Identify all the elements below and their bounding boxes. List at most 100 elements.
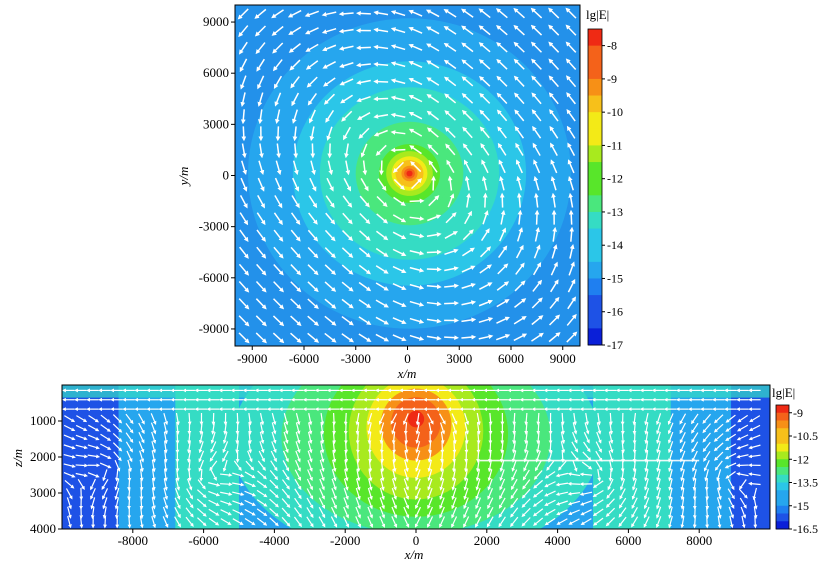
top-vector-271 — [462, 143, 473, 156]
top-vector-290 — [481, 159, 489, 174]
top-vector-257 — [443, 42, 457, 52]
bottom-vector-18 — [76, 415, 88, 423]
top-colorbar-tick-label-4: -12 — [607, 172, 623, 186]
bottom-vector-369 — [356, 469, 361, 482]
bottom-vector-115 — [151, 478, 156, 491]
top-vector-238 — [426, 26, 440, 35]
bottom-vector-34 — [88, 424, 100, 432]
bottom-vector-623 — [557, 460, 567, 471]
bottom-vector-427 — [404, 450, 409, 463]
top-vector-106 — [324, 229, 336, 242]
bottom-vector-43 — [90, 506, 95, 520]
bottom-vector-742 — [656, 450, 661, 463]
bottom-vector-396 — [379, 441, 384, 454]
top-vector-118 — [321, 27, 337, 34]
bottom-vector-785 — [691, 432, 699, 444]
bottom-vector-727 — [644, 450, 649, 463]
top-vector-328 — [516, 192, 522, 208]
top-vector-145 — [358, 247, 371, 258]
bottom-vector-342 — [331, 497, 337, 510]
bottom-vector-221 — [232, 491, 245, 496]
bottom-vector-23 — [75, 463, 89, 468]
bottom-vector-191 — [208, 490, 221, 497]
top-vector-329 — [516, 175, 523, 191]
top-vector-55 — [273, 75, 283, 90]
top-vector-12 — [241, 126, 247, 142]
top-vector-93 — [308, 109, 316, 124]
top-vector-198 — [390, 27, 406, 34]
bottom-vector-116 — [151, 487, 156, 501]
bottom-vector-678 — [608, 412, 613, 426]
top-vector-64 — [290, 264, 302, 276]
top-vector-98 — [304, 27, 319, 35]
bottom-vector-456 — [427, 441, 432, 454]
bottom-vector-355 — [343, 478, 349, 491]
bottom-vector-127 — [163, 450, 168, 463]
bottom-vector-262 — [270, 450, 277, 463]
bottom-vector-102 — [139, 497, 144, 510]
bottom-vector-295 — [294, 478, 302, 491]
bottom-vector-275 — [283, 431, 289, 444]
top-vector-313 — [496, 109, 508, 122]
bottom-vector-459 — [427, 469, 433, 482]
top-vector-2 — [238, 298, 250, 310]
bottom-vector-419 — [391, 516, 398, 528]
bottom-vector-394 — [379, 422, 385, 435]
top-vector-277 — [461, 42, 474, 53]
bottom-vector-109 — [150, 422, 157, 435]
bottom-vector-108 — [150, 413, 157, 425]
top-vector-398 — [565, 24, 577, 36]
bottom-x-tick-label-2: -4000 — [259, 533, 289, 548]
bottom-vector-358 — [343, 506, 349, 519]
bottom-vector-704 — [618, 516, 627, 528]
bottom-vector-144 — [175, 469, 180, 482]
top-vector-15 — [240, 75, 247, 90]
top-vector-109 — [326, 177, 334, 192]
bottom-vector-563 — [511, 459, 517, 472]
bottom-vector-395 — [379, 431, 384, 445]
top-vector-265 — [462, 247, 475, 257]
bottom-vector-112 — [151, 450, 156, 463]
bottom-vector-423 — [403, 413, 409, 425]
top-y-tick-label-2: 3000 — [203, 116, 229, 131]
bottom-vector-503 — [463, 459, 468, 473]
bottom-colorbar-band-1 — [776, 412, 789, 421]
top-vector-272 — [462, 126, 473, 139]
bottom-vector-591 — [536, 441, 541, 454]
bottom-vector-791 — [692, 487, 697, 501]
bottom-vector-6 — [63, 444, 76, 450]
bottom-vector-291 — [295, 441, 301, 454]
bottom-vector-625 — [555, 482, 569, 487]
bottom-vector-640 — [567, 481, 581, 486]
top-vector-311 — [497, 142, 507, 156]
top-vector-26 — [256, 229, 266, 242]
top-vector-60 — [290, 332, 302, 344]
bottom-vector-235 — [244, 481, 257, 488]
top-vector-360 — [548, 332, 561, 343]
top-vector-319 — [495, 8, 508, 19]
bottom-vector-33 — [88, 414, 100, 423]
bottom-vector-53 — [99, 462, 112, 469]
bottom-vector-10 — [64, 479, 75, 489]
top-vector-87 — [308, 212, 318, 225]
bottom-vector-410 — [391, 431, 396, 445]
top-vector-147 — [359, 212, 371, 225]
bottom-vector-869 — [753, 515, 758, 529]
bottom-vector-4 — [63, 424, 76, 432]
bottom-vector-749 — [655, 516, 662, 529]
bottom-vector-458 — [427, 459, 432, 473]
bottom-vector-52 — [99, 453, 112, 459]
bottom-vector-279 — [282, 469, 290, 481]
bottom-vector-199 — [223, 422, 228, 435]
bottom-vector-583 — [521, 507, 531, 518]
top-vector-117 — [322, 44, 337, 52]
bottom-colorbar-tick-label-5: -16.5 — [793, 522, 818, 536]
bottom-vector-595 — [533, 479, 544, 489]
bottom-vector-669 — [597, 469, 602, 482]
top-vector-252 — [444, 126, 456, 139]
bottom-vector-680 — [608, 431, 614, 445]
bottom-vector-321 — [320, 441, 325, 454]
top-vector-195 — [390, 78, 406, 85]
top-vector-61 — [290, 315, 302, 327]
bottom-vector-294 — [294, 469, 301, 481]
